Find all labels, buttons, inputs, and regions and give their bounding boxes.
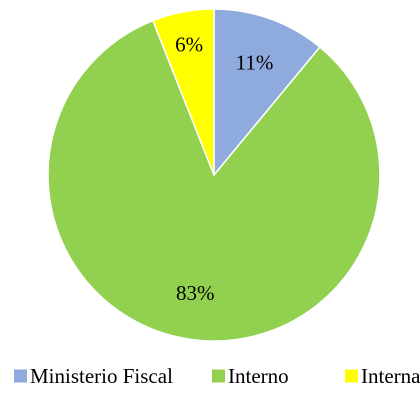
pie-slice-interno: [47, 19, 381, 342]
legend-swatch-interno: [212, 369, 225, 383]
data-label-ministerio-fiscal: 11%: [236, 51, 274, 75]
pie-slice-interna: [151, 8, 215, 176]
pie-slices: [47, 8, 381, 342]
pie-slice-ministerio-fiscal: [213, 8, 321, 178]
legend: Ministerio Fiscal Interno Interna: [14, 364, 420, 388]
data-label-interno: 83%: [176, 281, 215, 305]
legend-swatch-ministerio-fiscal: [14, 369, 27, 383]
pie-data-labels: 11% 83% 6%: [175, 33, 273, 305]
data-label-interna: 6%: [175, 33, 203, 57]
legend-label-interno: Interno: [228, 364, 289, 388]
legend-swatch-interna: [345, 369, 358, 383]
legend-label-ministerio-fiscal: Ministerio Fiscal: [30, 364, 173, 388]
legend-label-interna: Interna: [361, 364, 420, 388]
